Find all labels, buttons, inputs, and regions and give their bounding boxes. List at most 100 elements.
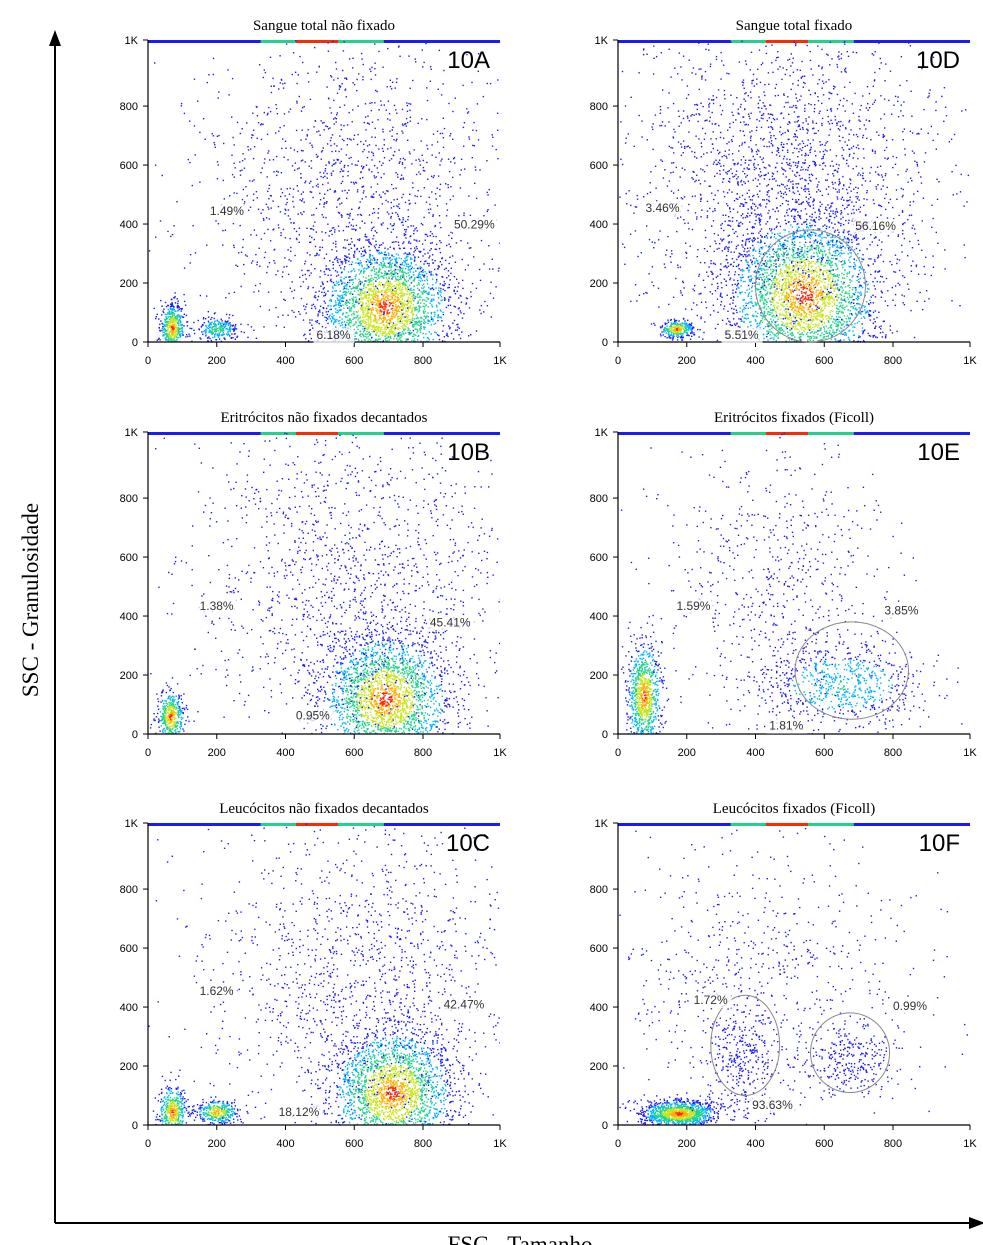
event (292, 222, 295, 224)
event (277, 224, 280, 226)
event (434, 260, 436, 262)
event (785, 313, 788, 316)
event (171, 309, 173, 311)
event (384, 265, 386, 267)
event (416, 296, 419, 298)
event (834, 254, 836, 257)
event (362, 311, 364, 314)
event (799, 325, 801, 327)
event (236, 192, 238, 195)
event (410, 302, 413, 304)
event (294, 254, 296, 257)
event (335, 243, 337, 245)
event (326, 177, 328, 179)
event (377, 301, 379, 303)
event (267, 190, 269, 192)
event (403, 333, 405, 335)
event (334, 258, 336, 261)
event (349, 215, 351, 217)
event (197, 100, 199, 102)
event (394, 258, 396, 261)
event (748, 280, 751, 282)
event (383, 139, 385, 141)
event (384, 290, 387, 293)
event (383, 300, 385, 302)
event (407, 272, 410, 274)
event (387, 312, 390, 314)
event (408, 314, 410, 317)
event (405, 259, 407, 261)
event (173, 329, 176, 331)
event (439, 188, 441, 191)
event (246, 122, 248, 124)
event (336, 112, 338, 114)
event (346, 259, 348, 262)
event (374, 326, 376, 329)
event (287, 209, 290, 211)
event (740, 260, 742, 262)
event (416, 322, 418, 324)
event (220, 329, 223, 331)
event (319, 309, 321, 311)
event (781, 301, 783, 304)
event (365, 333, 367, 336)
event (329, 269, 331, 272)
event (250, 262, 253, 264)
event (243, 167, 246, 169)
event (418, 334, 420, 337)
event (331, 134, 334, 136)
event (357, 262, 359, 265)
event (369, 259, 371, 262)
event (223, 337, 226, 339)
event (279, 126, 281, 129)
event (356, 301, 359, 304)
event (765, 245, 767, 247)
event (467, 242, 469, 244)
event (424, 239, 426, 241)
event (404, 328, 406, 330)
event (393, 290, 395, 293)
event (312, 327, 314, 329)
event (321, 122, 324, 124)
event (183, 267, 186, 269)
event (186, 321, 188, 323)
event (401, 302, 404, 304)
event (369, 278, 372, 280)
event (732, 302, 734, 304)
event (378, 305, 380, 307)
event (382, 306, 384, 308)
event (202, 318, 205, 320)
event (767, 284, 770, 286)
event (389, 119, 391, 121)
event (370, 325, 372, 327)
event (840, 324, 843, 326)
event (376, 294, 379, 297)
event (222, 329, 224, 331)
event (821, 320, 823, 322)
event (222, 330, 224, 332)
event (205, 331, 207, 333)
event (299, 313, 301, 315)
event (438, 302, 440, 304)
event (412, 254, 415, 256)
event (375, 280, 377, 282)
event (395, 285, 397, 288)
event (240, 251, 243, 253)
event (365, 129, 367, 131)
event (364, 322, 366, 325)
event (374, 294, 376, 296)
event (173, 225, 175, 227)
event (363, 190, 365, 192)
event (395, 310, 398, 312)
event (402, 273, 405, 276)
event (815, 244, 818, 247)
event (379, 315, 381, 317)
event (339, 300, 341, 302)
event (379, 284, 382, 287)
event (174, 320, 177, 322)
event (211, 133, 213, 135)
event (353, 313, 355, 316)
event (166, 317, 169, 320)
event (372, 296, 374, 299)
event (298, 167, 300, 169)
